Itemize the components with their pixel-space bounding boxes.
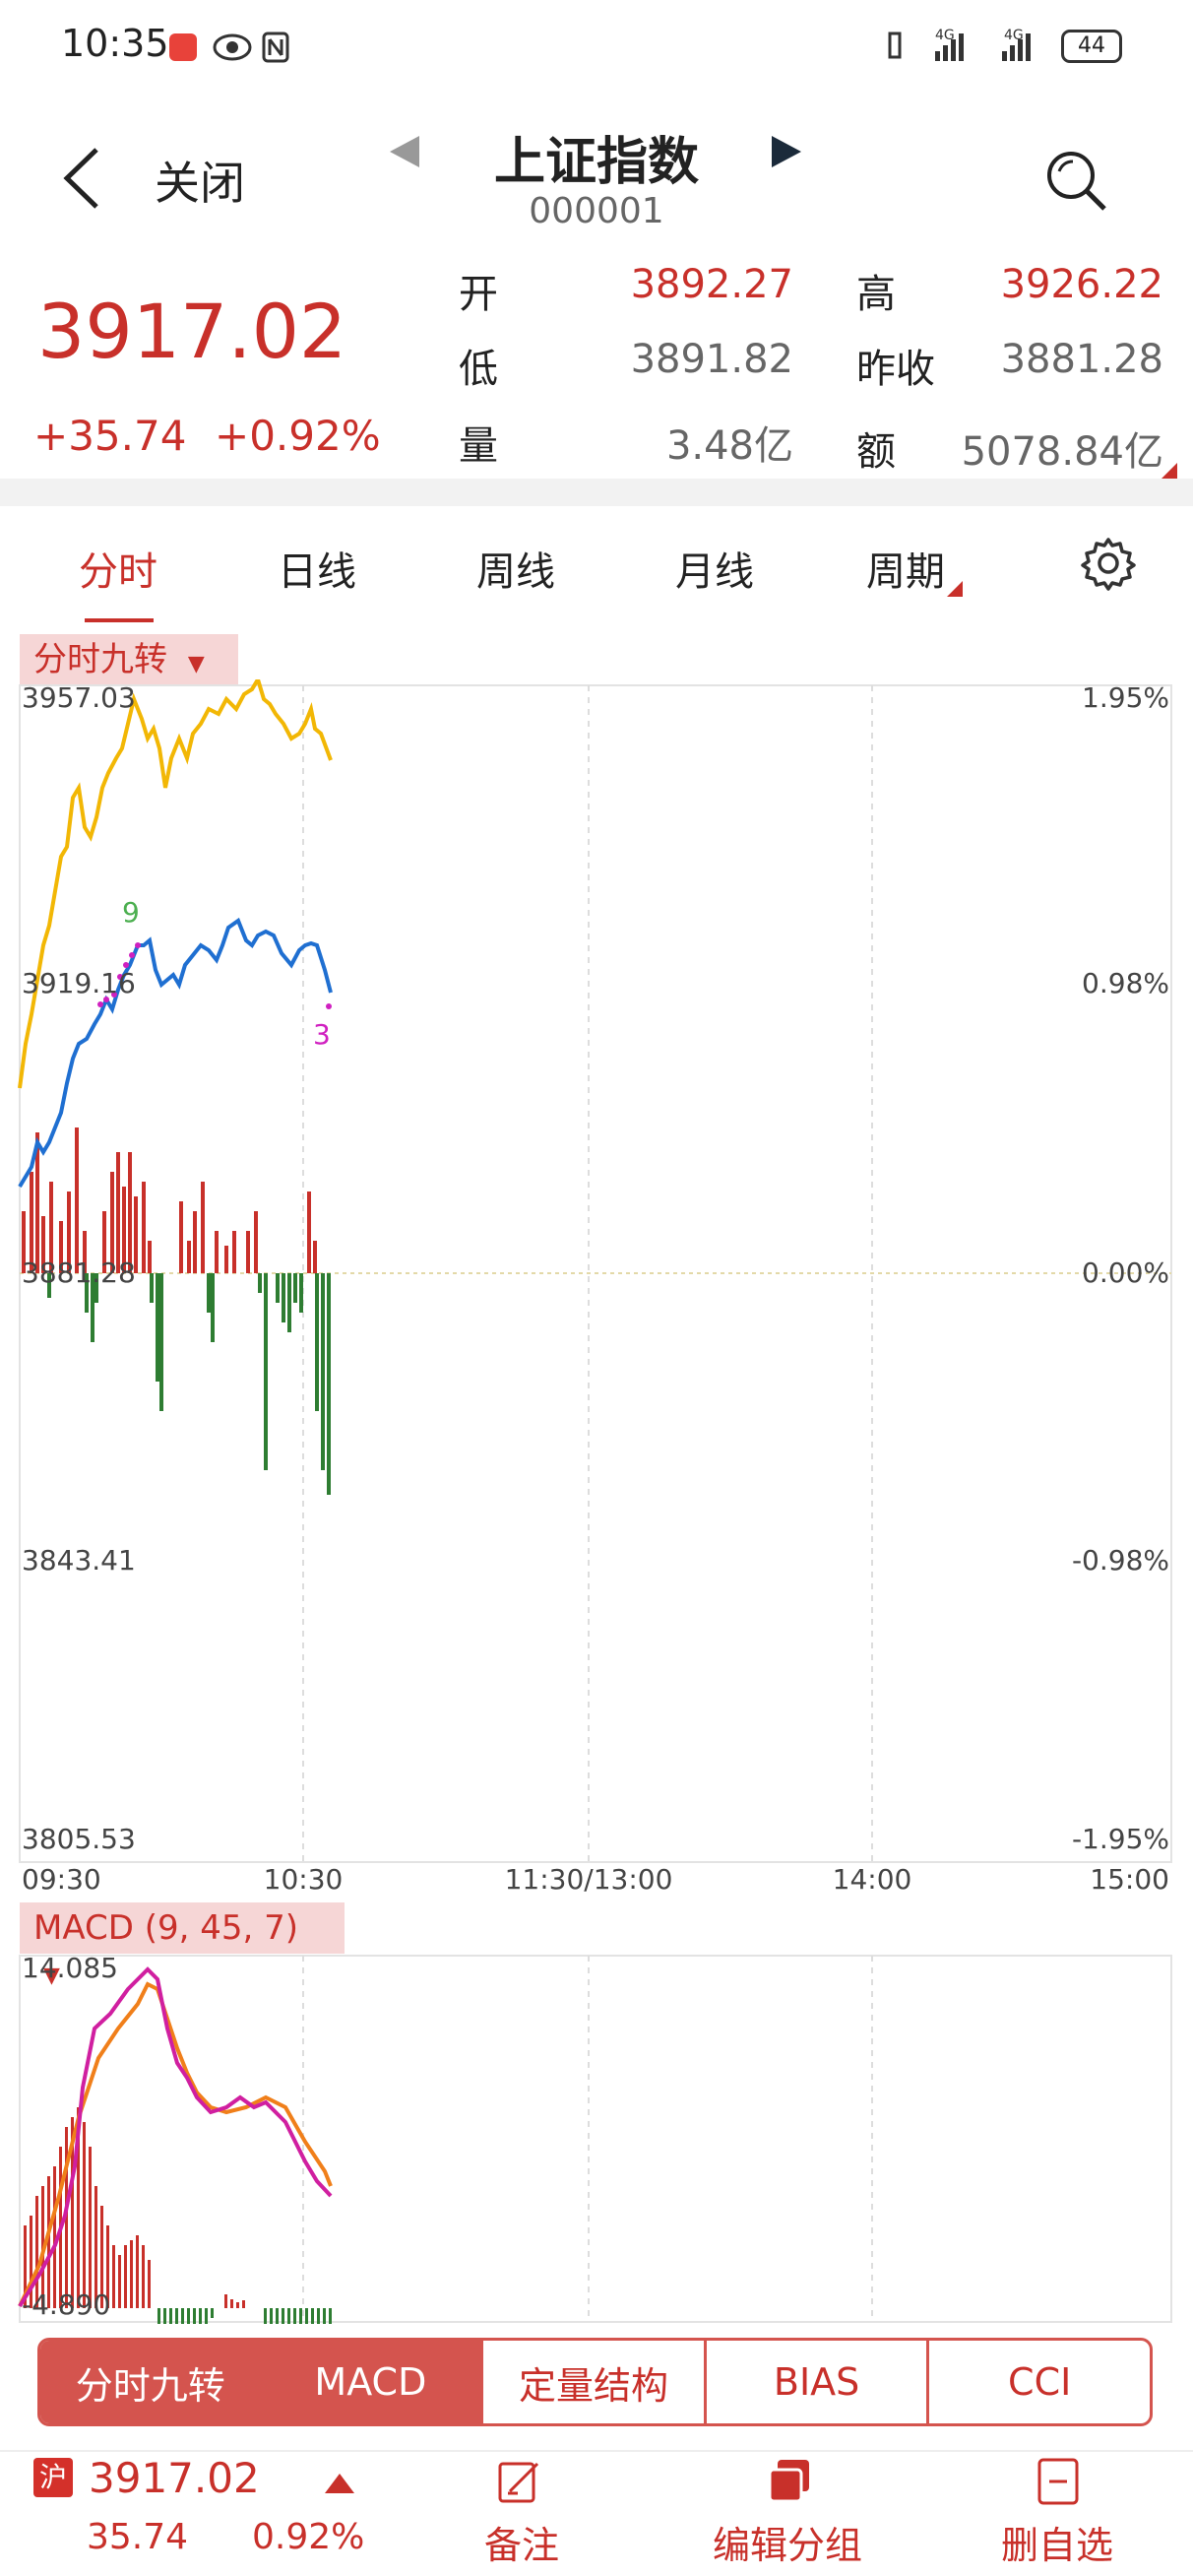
bottom-price: 3917.02 (89, 2454, 260, 2502)
y-left-label-4: 3805.53 (22, 1823, 136, 1855)
x-label-2: 11:30/13:00 (505, 1863, 673, 1896)
x-label-4: 15:00 (1090, 1863, 1169, 1896)
main-indicator-selector[interactable]: 分时九转 ▼ (20, 634, 238, 685)
volume-value: 3.48亿 (665, 423, 793, 469)
back-icon[interactable] (59, 144, 104, 213)
intraday-chart[interactable]: 9 3 3957.03 3919.16 3881.28 3843.41 3805… (0, 679, 1193, 1900)
remove-watchlist-button[interactable]: 删自选 (1000, 2524, 1113, 2567)
macd-frame (19, 1955, 1172, 2323)
tab-active-indicator (85, 618, 154, 622)
tab-period[interactable]: 周期 (866, 549, 945, 595)
prev-close-label: 昨收 (856, 347, 935, 392)
sequence-marker-3: 3 (313, 1018, 331, 1051)
status-icons (169, 32, 289, 63)
y-right-label-4: -1.95% (1072, 1823, 1169, 1855)
macd-dif-line (18, 1966, 333, 2308)
bottom-change: 35.74 (87, 2517, 189, 2557)
settings-gear-icon[interactable] (1081, 536, 1136, 591)
chevron-down-icon: ▼ (187, 652, 205, 676)
avg-price-line (18, 679, 333, 1089)
period-dropdown-icon (947, 581, 963, 597)
y-left-label-3: 3843.41 (22, 1544, 136, 1577)
bottom-change-percent: 0.92% (252, 2517, 365, 2557)
svg-text:4G: 4G (935, 28, 955, 43)
volume-bars-down (47, 1273, 331, 1495)
quote-divider (0, 479, 1193, 506)
ind-tab-jiuzhuan[interactable]: 分时九转 (40, 2341, 261, 2423)
battery-icon: 44 (1061, 30, 1122, 63)
edit-group-icon[interactable] (764, 2456, 815, 2507)
expand-corner-icon[interactable] (1162, 463, 1177, 479)
y-left-label-2: 3881.28 (22, 1256, 136, 1289)
macd-chart[interactable]: 14.085 -4.890 (0, 1950, 1193, 2324)
amount-label: 额 (856, 429, 896, 475)
signal-icon: 4G 4G (888, 28, 1031, 61)
tab-daily[interactable]: 日线 (278, 549, 356, 595)
market-badge: 沪 (33, 2458, 73, 2497)
ind-tab-bias[interactable]: BIAS (703, 2341, 927, 2423)
price-change-percent: +0.92% (215, 412, 381, 460)
search-icon[interactable] (1041, 146, 1110, 215)
note-icon[interactable] (496, 2458, 545, 2507)
macd-label: MACD (9, 45, 7) (33, 1908, 299, 1948)
ind-tab-cci[interactable]: CCI (926, 2341, 1150, 2423)
high-value: 3926.22 (1000, 262, 1163, 307)
x-label-0: 09:30 (22, 1863, 101, 1896)
chevron-down-icon: ▼ (43, 1964, 60, 1988)
high-label: 高 (856, 272, 896, 317)
tab-monthly[interactable]: 月线 (675, 549, 754, 595)
sequence-dots (97, 942, 332, 1009)
y-right-label-3: -0.98% (1072, 1544, 1169, 1577)
price-line (18, 917, 333, 1189)
next-stock-icon[interactable] (768, 132, 807, 171)
index-code: 000001 (529, 191, 664, 231)
main-indicator-label: 分时九转 (33, 640, 167, 679)
y-right-label-0: 1.95% (1082, 681, 1169, 714)
price-change: +35.74 (33, 412, 187, 460)
open-value: 3892.27 (630, 262, 793, 307)
low-value: 3891.82 (630, 337, 793, 382)
ind-tab-structure[interactable]: 定量结构 (480, 2341, 704, 2423)
y-right-label-2: 0.00% (1082, 1256, 1169, 1289)
ind-tab-macd[interactable]: MACD (260, 2341, 481, 2423)
x-label-1: 10:30 (264, 1863, 344, 1896)
up-arrow-icon (325, 2474, 354, 2493)
amount-value: 5078.84亿 (961, 429, 1163, 475)
bottom-divider (0, 2450, 1193, 2452)
macd-max-label: 14.085 (22, 1952, 118, 1984)
close-button[interactable]: 关闭 (155, 157, 245, 210)
volume-label: 量 (459, 423, 498, 469)
current-price: 3917.02 (37, 288, 347, 375)
prev-close-value: 3881.28 (1000, 337, 1163, 382)
remove-watchlist-icon[interactable] (1036, 2456, 1081, 2507)
tab-intraday[interactable]: 分时 (79, 549, 157, 595)
sequence-marker-9: 9 (122, 896, 140, 929)
macd-min-label: -4.890 (22, 2288, 110, 2321)
y-left-label-1: 3919.16 (22, 967, 136, 999)
y-left-label-0: 3957.03 (22, 681, 136, 714)
prev-stock-icon[interactable] (384, 132, 423, 171)
status-time: 10:35 (61, 22, 169, 65)
y-right-label-1: 0.98% (1082, 967, 1169, 999)
note-button[interactable]: 备注 (483, 2524, 559, 2567)
indicator-tabs: 分时九转 MACD 定量结构 BIAS CCI (37, 2338, 1153, 2426)
macd-dea-line (18, 1981, 333, 2307)
edit-group-button[interactable]: 编辑分组 (712, 2524, 862, 2567)
macd-histogram-down (157, 2308, 332, 2324)
tab-weekly[interactable]: 周线 (476, 549, 555, 595)
x-label-3: 14:00 (833, 1863, 912, 1896)
status-bar: 10:35 4G 4G 44 (0, 0, 1193, 98)
volume-bars-up (22, 1127, 317, 1273)
low-label: 低 (459, 347, 498, 392)
open-label: 开 (459, 272, 498, 317)
macd-selector[interactable]: MACD (9, 45, 7) ▼ (20, 1902, 345, 1988)
page-title: 上证指数 (493, 133, 699, 192)
